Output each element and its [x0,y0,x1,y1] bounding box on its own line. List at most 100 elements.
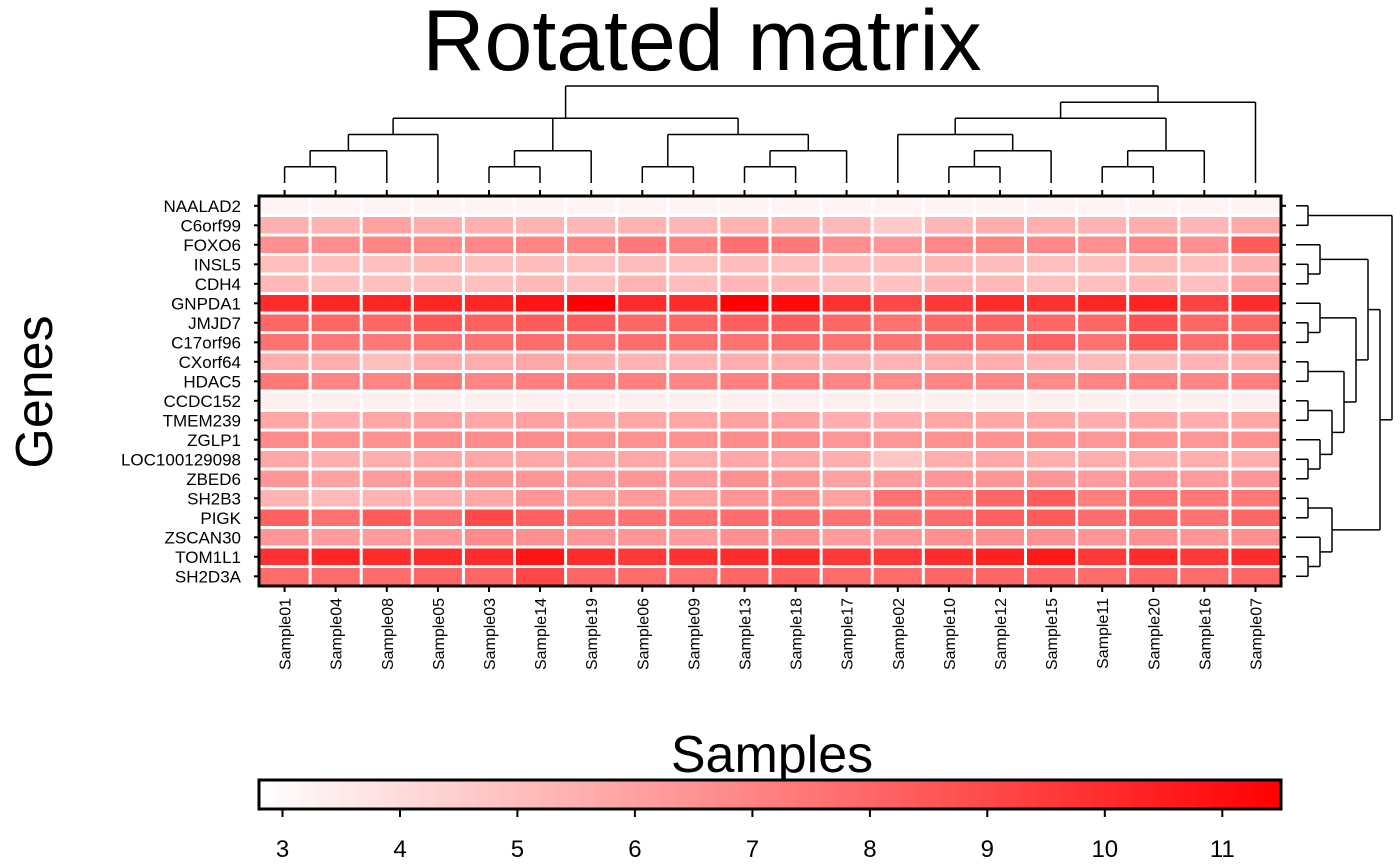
heatmap-cell [311,431,360,448]
heatmap-cell [669,314,718,331]
heatmap-cell [1027,509,1076,526]
heatmap-cell [618,529,667,546]
heatmap-cell [516,334,565,351]
heatmap-cell [1078,548,1127,565]
sample-label: Sample20 [1146,598,1163,670]
heatmap-cell [260,490,309,507]
heatmap-cell [618,275,667,292]
heatmap-cell [822,236,871,253]
heatmap-cell [1078,412,1127,429]
heatmap-cell [311,334,360,351]
heatmap-cell [1078,275,1127,292]
heatmap-cell [1027,197,1076,214]
heatmap-cell [771,373,820,390]
heatmap-cell [516,431,565,448]
heatmap-cell [362,392,411,409]
heatmap-cell [1129,256,1178,273]
heatmap-cell [311,217,360,234]
heatmap-cell [822,568,871,585]
colorbar-tick-label: 8 [863,836,876,863]
heatmap-cell [618,373,667,390]
colorbar-tick-label: 11 [1210,836,1235,863]
heatmap-cell [1180,314,1229,331]
heatmap-cell [1078,490,1127,507]
heatmap-cell [1078,314,1127,331]
heatmap-cell [1027,451,1076,468]
heatmap-cell [1231,490,1280,507]
heatmap-cell [924,217,973,234]
heatmap-cell [311,256,360,273]
heatmap-cell [567,217,616,234]
heatmap-cell [1180,334,1229,351]
heatmap-cell [1180,353,1229,370]
heatmap-frame [257,194,1283,588]
gene-label: TMEM239 [163,411,241,430]
heatmap-cell [822,197,871,214]
heatmap-cell [567,412,616,429]
heatmap-cell [516,412,565,429]
heatmap-cell [464,392,513,409]
heatmap-cell [1129,392,1178,409]
heatmap-cell [873,353,922,370]
heatmap-cell [260,314,309,331]
heatmap-cell [1078,470,1127,487]
heatmap-cell [1027,314,1076,331]
heatmap-cell [1027,217,1076,234]
heatmap-cell [771,392,820,409]
heatmap-cell [413,529,462,546]
heatmap-cell [771,334,820,351]
heatmap-cell [311,470,360,487]
heatmap-cell [567,373,616,390]
heatmap-cell [669,548,718,565]
heatmap-cell [260,431,309,448]
heatmap-cell [975,295,1024,312]
heatmap-cell [1129,217,1178,234]
heatmap-cell [413,451,462,468]
heatmap-cell [260,470,309,487]
heatmap-cell [924,353,973,370]
heatmap-cell [720,431,769,448]
sample-label: Sample19 [584,598,601,670]
heatmap-cell [362,470,411,487]
heatmap-cell [1231,509,1280,526]
heatmap-cell [464,373,513,390]
heatmap-cell [669,295,718,312]
heatmap-cell [822,431,871,448]
heatmap-cell [260,529,309,546]
heatmap-cell [1078,334,1127,351]
heatmap-cell [311,236,360,253]
sample-label: Sample06 [635,598,652,670]
heatmap-cell [873,256,922,273]
heatmap-cell [618,217,667,234]
heatmap-cell [464,353,513,370]
gene-label: FOXO6 [183,236,241,255]
heatmap-cell [1129,353,1178,370]
heatmap-cell [1078,392,1127,409]
heatmap-cell [311,275,360,292]
heatmap-cell [1129,568,1178,585]
heatmap-cell [669,353,718,370]
heatmap-cell [1231,217,1280,234]
heatmap-cell [260,217,309,234]
heatmap-cell [413,373,462,390]
heatmap-cell [413,431,462,448]
heatmap-cell [771,529,820,546]
heatmap-cell [1231,470,1280,487]
sample-label: Sample13 [738,598,755,670]
heatmap-cell [975,275,1024,292]
heatmap-cell [567,490,616,507]
heatmap-cell [362,529,411,546]
heatmap-cell [669,451,718,468]
heatmap-cell [260,392,309,409]
heatmap-cell [567,314,616,331]
heatmap-cell [975,548,1024,565]
heatmap-cell [1027,353,1076,370]
heatmap-cell [1231,412,1280,429]
heatmap-cell [1078,529,1127,546]
heatmap-cell [873,529,922,546]
heatmap-cell [924,314,973,331]
heatmap-cell [822,470,871,487]
heatmap-cell [618,236,667,253]
gene-label: PIGK [200,509,241,528]
